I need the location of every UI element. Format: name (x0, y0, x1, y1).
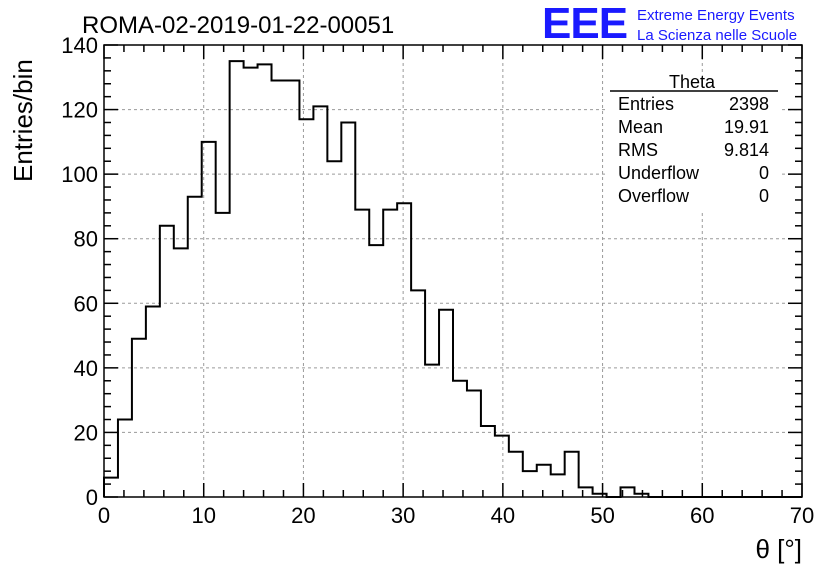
histogram-bin (202, 142, 216, 497)
stats-row-label: RMS (618, 140, 658, 160)
histogram-bin (383, 210, 397, 497)
eee-logo: EEE Extreme Energy Events La Scienza nel… (542, 0, 797, 48)
histogram-bin (216, 213, 230, 497)
histogram-bin (579, 487, 593, 497)
logo-line-2: La Scienza nelle Scuole (637, 27, 797, 44)
y-axis-label: Entries/bin (8, 59, 38, 182)
histogram-bin (174, 248, 188, 497)
x-tick-label: 70 (790, 503, 814, 528)
x-tick-label: 60 (690, 503, 714, 528)
histogram-bin (104, 478, 118, 497)
axes: 0 10 20 30 40 50 60 70 0 20 40 60 80 100 120 140 (61, 33, 814, 528)
stats-row-value: 0 (759, 186, 769, 206)
histogram-bin (188, 197, 202, 497)
x-tick-label: 50 (590, 503, 614, 528)
histogram-bin (523, 471, 537, 497)
x-tick-label: 10 (191, 503, 215, 528)
histogram-bin (118, 420, 132, 497)
histogram-bin (439, 310, 453, 497)
y-tick-label: 100 (61, 162, 98, 187)
stats-row-value: 9.814 (724, 140, 769, 160)
histogram-bars (103, 60, 802, 498)
stats-row-value: 19.91 (724, 117, 769, 137)
histogram-bin (481, 426, 495, 497)
x-tick-label: 0 (98, 503, 110, 528)
histogram-bin (132, 339, 146, 497)
stats-row-value: 0 (759, 163, 769, 183)
x-tick-label: 40 (491, 503, 515, 528)
y-tick-label: 60 (74, 291, 98, 316)
x-tick-label: 30 (391, 503, 415, 528)
histogram-bin (537, 465, 551, 497)
stats-row-label: Overflow (618, 186, 690, 206)
histogram-bin (272, 81, 286, 497)
stats-row-label: Underflow (618, 163, 700, 183)
y-tick-label: 140 (61, 33, 98, 58)
stats-box-title: Theta (669, 72, 716, 92)
histogram-bin (230, 61, 244, 497)
histogram-bin (160, 226, 174, 497)
histogram-bin (258, 64, 272, 497)
stats-row-label: Mean (618, 117, 663, 137)
histogram-bin (467, 390, 481, 497)
histogram-bin (146, 307, 160, 497)
histogram-bin (313, 106, 327, 497)
histogram-bin (244, 68, 258, 497)
histogram-bin (411, 290, 425, 497)
histogram-bin (341, 122, 355, 497)
x-tick-label: 20 (291, 503, 315, 528)
stats-row-value: 2398 (729, 94, 769, 114)
histogram-bin (369, 245, 383, 497)
logo-mark: EEE (542, 0, 627, 48)
logo-line-1: Extreme Energy Events (637, 7, 795, 24)
histogram-bin (425, 365, 439, 497)
histogram-bin (327, 161, 341, 497)
histogram-bin (299, 119, 313, 497)
histogram-bin (397, 203, 411, 497)
histogram-step-line (103, 60, 802, 498)
histogram-bin (453, 381, 467, 497)
histogram-bin (565, 452, 579, 497)
plot-frame (103, 44, 803, 498)
y-tick-label: 20 (74, 420, 98, 445)
chart-title: ROMA-02-2019-01-22-00051 (82, 12, 394, 39)
stats-box-background (608, 73, 780, 211)
x-axis-label: θ [°] (755, 534, 802, 564)
y-tick-label: 120 (61, 98, 98, 123)
histogram-bin (495, 436, 509, 497)
y-tick-label: 0 (86, 485, 98, 510)
stats-row-label: Entries (618, 94, 674, 114)
histogram-bin (285, 81, 299, 497)
y-tick-label: 40 (74, 356, 98, 381)
stats-box: Theta Entries 2398 Mean 19.91 RMS 9.814 Underf… (608, 72, 780, 211)
histogram-bin (509, 452, 523, 497)
histogram-bin (355, 210, 369, 497)
y-tick-label: 80 (74, 227, 98, 252)
